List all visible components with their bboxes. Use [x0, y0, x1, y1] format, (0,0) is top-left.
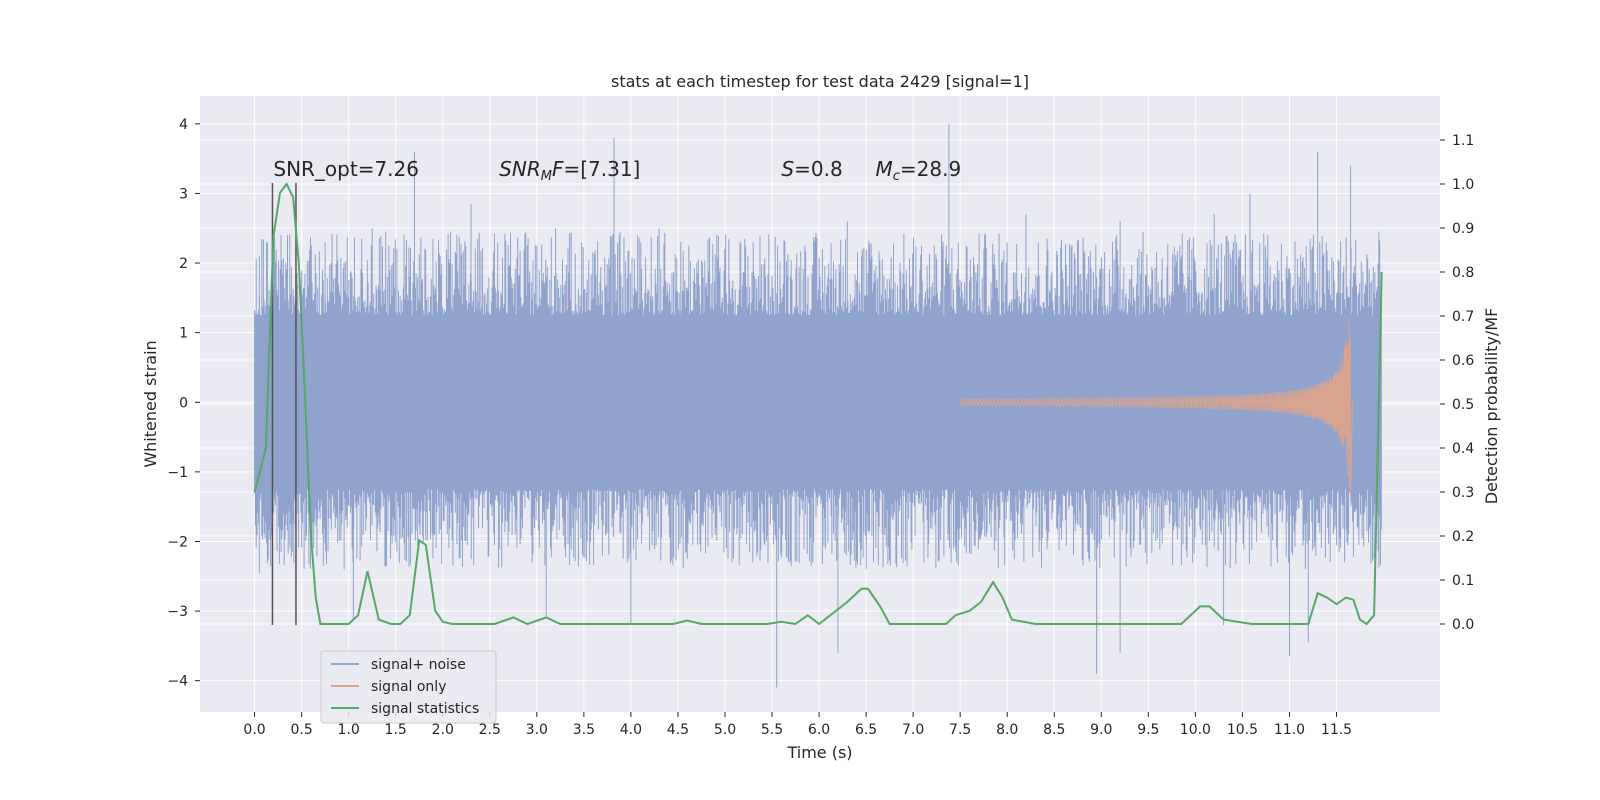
- x-tick-label: 11.0: [1274, 722, 1305, 738]
- y-right-tick-label: 0.8: [1452, 265, 1474, 281]
- x-tick-label: 11.5: [1321, 722, 1352, 738]
- y-right-tick-label: 0.5: [1452, 397, 1474, 413]
- x-tick-label: 9.0: [1090, 722, 1112, 738]
- y-tick-label: −2: [167, 534, 188, 550]
- x-tick-label: 1.5: [385, 722, 407, 738]
- y-right-axis-ticks: 0.0 0.1 0.2 0.3 0.4 0.5 0.6 0.7 0.8 0.9 1.0 1.1: [1440, 133, 1474, 633]
- y-right-tick-label: 1.1: [1452, 133, 1474, 149]
- y-tick-label: −3: [167, 604, 188, 620]
- legend-label-signal-plus-noise: signal+ noise: [371, 657, 466, 673]
- x-tick-label: 0.0: [243, 722, 265, 738]
- y-right-tick-label: 0.9: [1452, 221, 1474, 237]
- annotation-s-value: S=0.8: [781, 157, 842, 181]
- y-axis-ticks: −4 −3 −2 −1 0 1 2 3 4: [167, 117, 200, 690]
- y-right-tick-label: 1.0: [1452, 177, 1474, 193]
- x-tick-label: 8.5: [1043, 722, 1065, 738]
- legend: signal+ noise signal only signal statist…: [320, 650, 497, 724]
- y-tick-label: 1: [179, 326, 188, 342]
- y-tick-label: 3: [179, 186, 188, 202]
- x-tick-label: 4.0: [620, 722, 642, 738]
- annotations: SNR_opt=7.26 SNRMF=[7.31] S=0.8 Mc=28.9: [273, 157, 961, 184]
- x-tick-label: 7.0: [902, 722, 924, 738]
- legend-label-signal-statistics: signal statistics: [371, 701, 479, 717]
- y-tick-label: 0: [179, 395, 188, 411]
- x-tick-label: 10.0: [1180, 722, 1211, 738]
- y-right-tick-label: 0.4: [1452, 441, 1474, 457]
- y-tick-label: 2: [179, 256, 188, 272]
- x-tick-label: 4.5: [667, 722, 689, 738]
- y-axis-label: Whitened strain: [141, 340, 160, 467]
- annotation-snr-mf: SNRMF=[7.31]: [499, 157, 640, 184]
- x-tick-label: 9.5: [1137, 722, 1159, 738]
- x-tick-label: 5.5: [761, 722, 783, 738]
- y-right-tick-label: 0.0: [1452, 617, 1474, 633]
- annotation-mc-value: Mc=28.9: [876, 157, 962, 184]
- y-right-tick-label: 0.2: [1452, 529, 1474, 545]
- chart-title: stats at each timestep for test data 242…: [611, 72, 1029, 91]
- y-tick-label: −4: [167, 674, 188, 690]
- y-right-tick-label: 0.1: [1452, 573, 1474, 589]
- series-signal-only: [959, 321, 1353, 497]
- noise-trace: [254, 123, 1382, 688]
- x-tick-label: 2.0: [432, 722, 454, 738]
- x-tick-label: 3.5: [573, 722, 595, 738]
- chirp-trace: [959, 321, 1353, 497]
- x-tick-label: 6.0: [808, 722, 830, 738]
- x-axis-label: Time (s): [786, 743, 852, 762]
- y-right-tick-label: 0.3: [1452, 485, 1474, 501]
- x-tick-label: 0.5: [290, 722, 312, 738]
- series-signal-statistics: [253, 182, 1383, 626]
- x-axis-ticks: 0.0 0.5 1.0 1.5 2.0 2.5 3.0 3.5 4.0 4.5 5.0 5.5 6.0 6…: [243, 712, 1352, 738]
- x-tick-label: 8.0: [996, 722, 1018, 738]
- y-right-axis-label: Detection probability/MF: [1482, 308, 1501, 505]
- x-tick-label: 3.0: [526, 722, 548, 738]
- x-tick-label: 5.0: [714, 722, 736, 738]
- y-right-tick-label: 0.7: [1452, 309, 1474, 325]
- y-tick-label: 4: [179, 117, 188, 133]
- x-tick-label: 6.5: [855, 722, 877, 738]
- legend-label-signal-only: signal only: [371, 679, 446, 695]
- x-tick-label: 1.0: [338, 722, 360, 738]
- x-tick-label: 10.5: [1227, 722, 1258, 738]
- stats-line: [253, 182, 1383, 626]
- x-tick-label: 2.5: [479, 722, 501, 738]
- x-tick-label: 7.5: [949, 722, 971, 738]
- annotation-snr-opt: SNR_opt=7.26: [273, 157, 419, 181]
- legend-box: [320, 650, 497, 724]
- y-right-tick-label: 0.6: [1452, 353, 1474, 369]
- y-tick-label: −1: [167, 465, 188, 481]
